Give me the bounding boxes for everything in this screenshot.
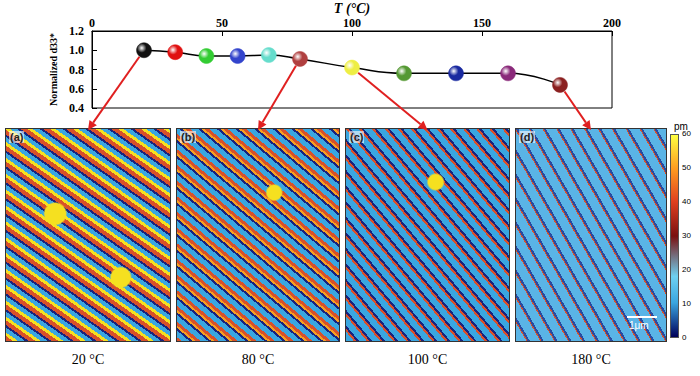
html-text:pm: pm [674,121,688,132]
svg-text:0.4: 0.4 [69,101,84,115]
html-text:(c): (c) [350,131,364,143]
html-text:(b): (b) [181,131,195,143]
svg-text:0.8: 0.8 [69,63,84,77]
html-text:40: 40 [682,197,691,206]
svg-text:100: 100 [343,16,361,30]
svg-text:1.0: 1.0 [69,43,84,57]
svg-text:50: 50 [216,16,228,30]
html-text:30: 30 [682,231,691,240]
svg-text:1.2: 1.2 [69,24,84,38]
html-text:20 °C: 20 °C [71,352,105,367]
html-text:10: 10 [682,299,691,308]
html-text:(a): (a) [10,131,24,143]
svg-text:0: 0 [89,16,95,30]
html-text:50: 50 [682,163,691,172]
html-text:0: 0 [682,333,687,342]
html-text:1μm: 1μm [629,320,649,331]
html-text:20: 20 [682,265,691,274]
html-text:180 °C: 180 °C [571,352,611,367]
svg-text:150: 150 [473,16,491,30]
svg-text:200: 200 [603,16,621,30]
html-text:80 °C: 80 °C [241,352,275,367]
svg-text:Normalized d33*: Normalized d33* [48,33,59,106]
svg-text:0.6: 0.6 [69,82,84,96]
html-text:60: 60 [682,129,691,138]
html-text:(d): (d) [520,131,534,143]
svg-text:T (°C): T (°C) [334,1,370,17]
html-text:100 °C: 100 °C [407,352,448,367]
